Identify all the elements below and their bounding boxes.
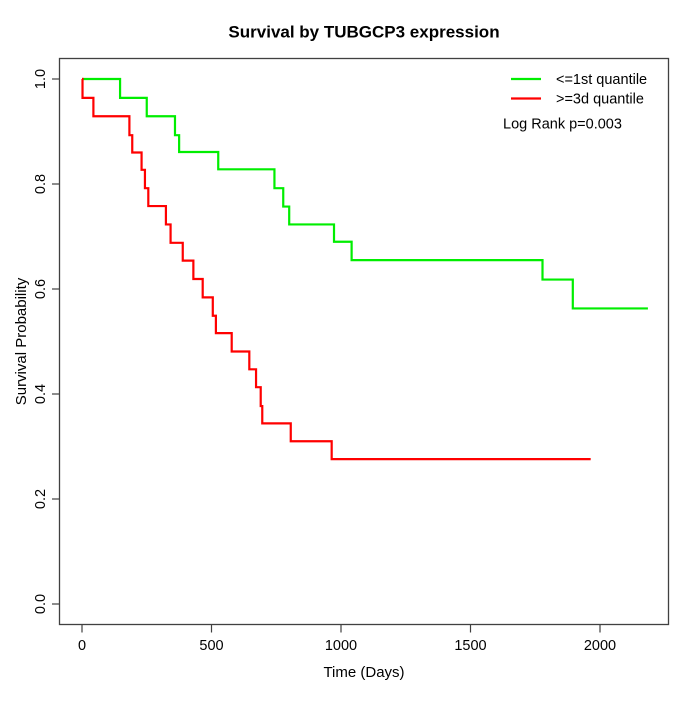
y-tick-label: 0.6 [33,279,49,299]
y-axis-label: Survival Probability [13,277,30,405]
plot-box [58,57,670,626]
x-tick-label: 1000 [325,638,357,654]
y-tick-label: 0.2 [33,489,49,509]
legend: <=1st quantile >=3d quantile Log Rank p=… [503,72,647,133]
x-tick-label: 500 [199,638,223,654]
legend-label-first-quantile: <=1st quantile [556,72,647,88]
y-axis-ticks: 0.0 0.2 0.4 0.6 0.8 1.0 [33,69,60,614]
km-curve-third-quantile [81,77,591,461]
chart-title: Survival by TUBGCP3 expression [228,23,499,42]
km-curve-first-quantile [82,77,648,310]
y-tick-label: 0.0 [33,594,49,614]
x-tick-label: 2000 [584,638,616,654]
x-axis-ticks: 0 500 1000 1500 2000 [78,625,616,654]
x-tick-label: 0 [78,638,86,654]
survival-curves [81,77,648,461]
legend-label-third-quantile: >=3d quantile [556,92,644,108]
y-tick-label: 1.0 [33,69,49,89]
x-tick-label: 1500 [454,638,486,654]
x-axis-label: Time (Days) [323,664,404,681]
y-tick-label: 0.4 [33,384,49,404]
logrank-annotation: Log Rank p=0.003 [503,117,622,133]
y-tick-label: 0.8 [33,174,49,194]
